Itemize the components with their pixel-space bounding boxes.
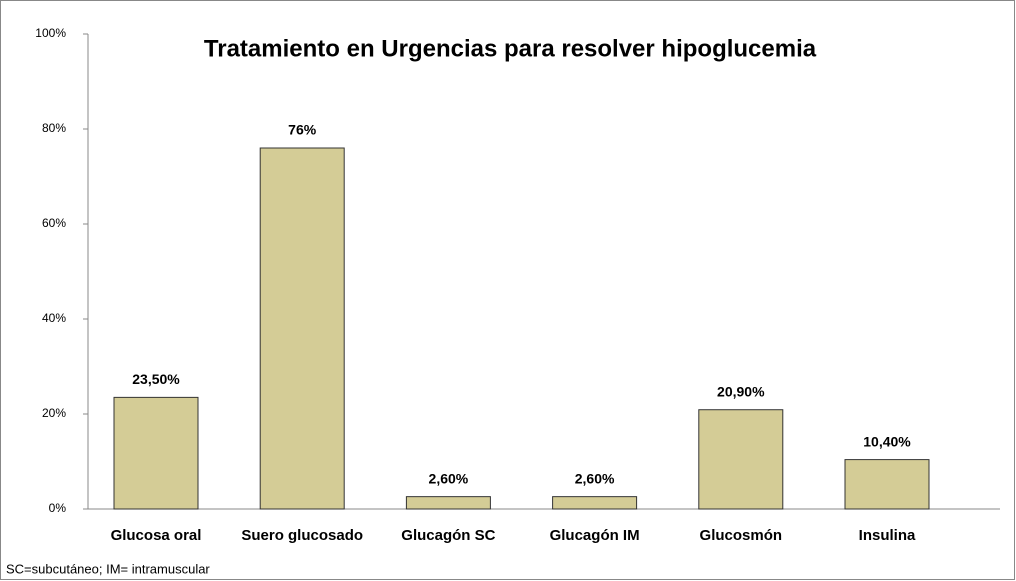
bar: [113, 396, 199, 510]
x-tick-label: Glucosa oral: [111, 527, 202, 544]
bar: [698, 409, 784, 510]
x-tick-label: Suero glucosado: [241, 527, 363, 544]
y-tick-label: 60%: [42, 216, 66, 230]
x-tick-label: Glucagón SC: [401, 527, 495, 544]
y-tick-label: 0%: [49, 501, 67, 515]
value-label: 2,60%: [575, 470, 615, 486]
y-tick-label: 40%: [42, 311, 66, 325]
value-label: 23,50%: [132, 371, 180, 387]
chart-title: Tratamiento en Urgencias para resolver h…: [204, 35, 817, 62]
bar: [405, 496, 491, 510]
x-tick-label: Glucosmón: [700, 527, 783, 544]
value-label: 2,60%: [429, 470, 469, 486]
x-tick-label: Insulina: [859, 527, 916, 544]
y-tick-label: 20%: [42, 406, 66, 420]
footnote: SC=subcutáneo; IM= intramuscular: [6, 561, 210, 576]
bar: [552, 496, 638, 510]
y-tick-label: 100%: [35, 26, 66, 40]
value-label: 20,90%: [717, 383, 765, 399]
bar: [259, 147, 345, 510]
y-tick-label: 80%: [42, 121, 66, 135]
x-tick-label: Glucagón IM: [550, 527, 640, 544]
value-label: 10,40%: [863, 433, 911, 449]
value-label: 76%: [288, 122, 317, 138]
bar: [844, 459, 930, 510]
